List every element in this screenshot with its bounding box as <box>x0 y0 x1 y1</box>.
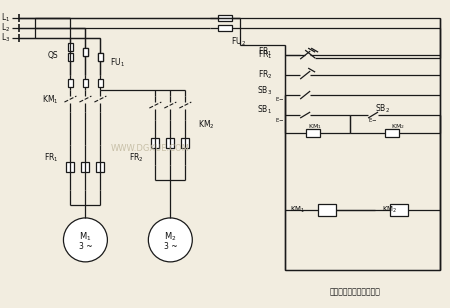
Text: WWW.DGXUE.COM: WWW.DGXUE.COM <box>111 144 190 152</box>
Text: KM$_1$: KM$_1$ <box>42 94 58 106</box>
Bar <box>306 129 320 137</box>
Text: FR$_1$: FR$_1$ <box>257 46 272 59</box>
Bar <box>385 129 399 137</box>
Text: SB$_3$: SB$_3$ <box>257 85 272 97</box>
Text: SB$_2$: SB$_2$ <box>374 103 390 115</box>
Bar <box>68 43 73 51</box>
Bar <box>218 15 232 21</box>
Bar <box>98 79 103 87</box>
Text: 3 ~: 3 ~ <box>163 242 177 251</box>
Text: FR$_2$: FR$_2$ <box>129 152 144 164</box>
Text: SB$_1$: SB$_1$ <box>257 104 272 116</box>
Text: 主电路实现顺序控制线路: 主电路实现顺序控制线路 <box>330 287 381 296</box>
Text: L$_2$: L$_2$ <box>1 22 10 34</box>
Bar <box>151 137 159 148</box>
Text: M$_2$: M$_2$ <box>164 231 176 243</box>
Text: FR$_2$: FR$_2$ <box>257 69 272 81</box>
Text: M$_1$: M$_1$ <box>79 231 92 243</box>
Text: FR$_1$: FR$_1$ <box>44 152 58 164</box>
Text: KM$_1$: KM$_1$ <box>290 205 305 215</box>
Text: E$-$: E$-$ <box>275 95 285 103</box>
Bar <box>390 204 408 216</box>
Text: FU$_1$: FU$_1$ <box>110 57 126 69</box>
Text: KM$_2$: KM$_2$ <box>391 123 405 132</box>
Bar <box>318 204 336 216</box>
Bar <box>83 48 88 56</box>
Circle shape <box>148 218 192 262</box>
Text: E$-$: E$-$ <box>368 116 378 124</box>
Circle shape <box>63 218 108 262</box>
Text: E$-$: E$-$ <box>275 116 285 124</box>
Text: QS: QS <box>48 51 58 60</box>
Bar <box>166 137 174 148</box>
Bar <box>98 53 103 61</box>
Bar <box>96 163 104 172</box>
Text: FR$_1$: FR$_1$ <box>257 49 272 61</box>
Bar <box>68 53 73 61</box>
Text: KM$_1$: KM$_1$ <box>308 123 322 132</box>
Bar <box>83 48 88 56</box>
Text: FU$_2$: FU$_2$ <box>231 36 246 48</box>
Bar <box>181 137 189 148</box>
Text: KM$_2$: KM$_2$ <box>198 119 215 131</box>
Text: 3 ~: 3 ~ <box>79 242 92 251</box>
Bar <box>218 25 232 31</box>
Text: KM$_2$: KM$_2$ <box>382 205 397 215</box>
Text: L$_1$: L$_1$ <box>1 12 10 24</box>
Text: L$_3$: L$_3$ <box>1 32 10 44</box>
Bar <box>68 79 73 87</box>
Bar <box>83 79 88 87</box>
Bar <box>81 163 90 172</box>
Bar <box>67 163 74 172</box>
Bar <box>98 53 103 61</box>
